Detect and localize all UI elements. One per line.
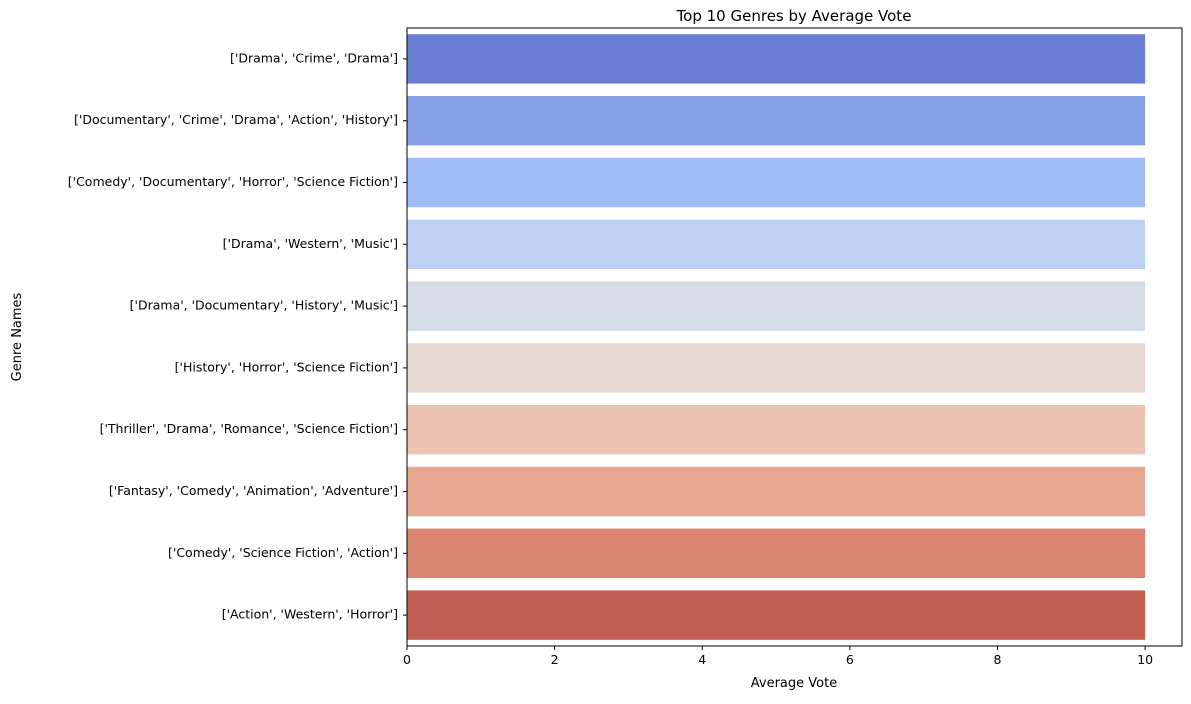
plot-frame <box>406 27 1183 647</box>
x-tick-label: 0 <box>403 652 411 667</box>
bar <box>407 95 1146 146</box>
x-tick-label: 2 <box>551 652 559 667</box>
chart-title: Top 10 Genres by Average Vote <box>676 7 912 25</box>
category-label: ['Thriller', 'Drama', 'Romance', 'Scienc… <box>100 421 398 436</box>
x-axis-label: Average Vote <box>751 676 837 691</box>
category-label: ['Comedy', 'Documentary', 'Horror', 'Sci… <box>68 174 398 189</box>
bar <box>407 219 1146 270</box>
bar <box>407 590 1146 640</box>
bar <box>407 466 1146 517</box>
x-tick-label: 10 <box>1137 652 1153 667</box>
x-tick-label: 6 <box>846 652 854 667</box>
x-tick-label: 4 <box>698 652 706 667</box>
bar <box>407 343 1146 393</box>
category-label: ['History', 'Horror', 'Science Fiction'] <box>175 359 398 374</box>
y-axis-label: Genre Names <box>10 292 25 381</box>
category-label: ['Drama', 'Western', 'Music'] <box>223 236 398 251</box>
category-label: ['Comedy', 'Science Fiction', 'Action'] <box>168 545 398 560</box>
bar <box>407 157 1146 208</box>
category-label: ['Action', 'Western', 'Horror'] <box>222 607 398 622</box>
category-labels-group: ['Drama', 'Crime', 'Drama'] ['Documentary… <box>68 50 407 622</box>
category-label: ['Drama', 'Crime', 'Drama'] <box>230 50 398 65</box>
category-label: ['Documentary', 'Crime', 'Drama', 'Actio… <box>74 112 398 127</box>
bars-group <box>407 34 1146 640</box>
x-ticks-group: 0 2 4 6 8 10 <box>403 646 1153 667</box>
bar <box>407 34 1146 84</box>
category-label: ['Drama', 'Documentary', 'History', 'Mus… <box>130 298 398 313</box>
bar <box>407 281 1146 331</box>
category-label: ['Fantasy', 'Comedy', 'Animation', 'Adve… <box>109 483 398 498</box>
x-tick-label: 8 <box>993 652 1001 667</box>
bar <box>407 528 1146 579</box>
bar <box>407 404 1146 455</box>
